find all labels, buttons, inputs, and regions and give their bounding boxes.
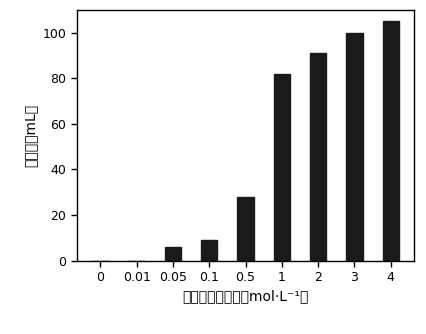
- Bar: [164, 247, 181, 261]
- Bar: [309, 53, 325, 261]
- Y-axis label: 产氢量（mL）: 产氢量（mL）: [23, 104, 37, 167]
- Bar: [273, 74, 289, 261]
- Bar: [237, 197, 253, 261]
- Bar: [345, 33, 362, 261]
- Bar: [201, 240, 217, 261]
- Bar: [382, 21, 398, 261]
- X-axis label: 氢氧化钙的浓度（mol·L⁻¹）: 氢氧化钙的浓度（mol·L⁻¹）: [182, 290, 308, 304]
